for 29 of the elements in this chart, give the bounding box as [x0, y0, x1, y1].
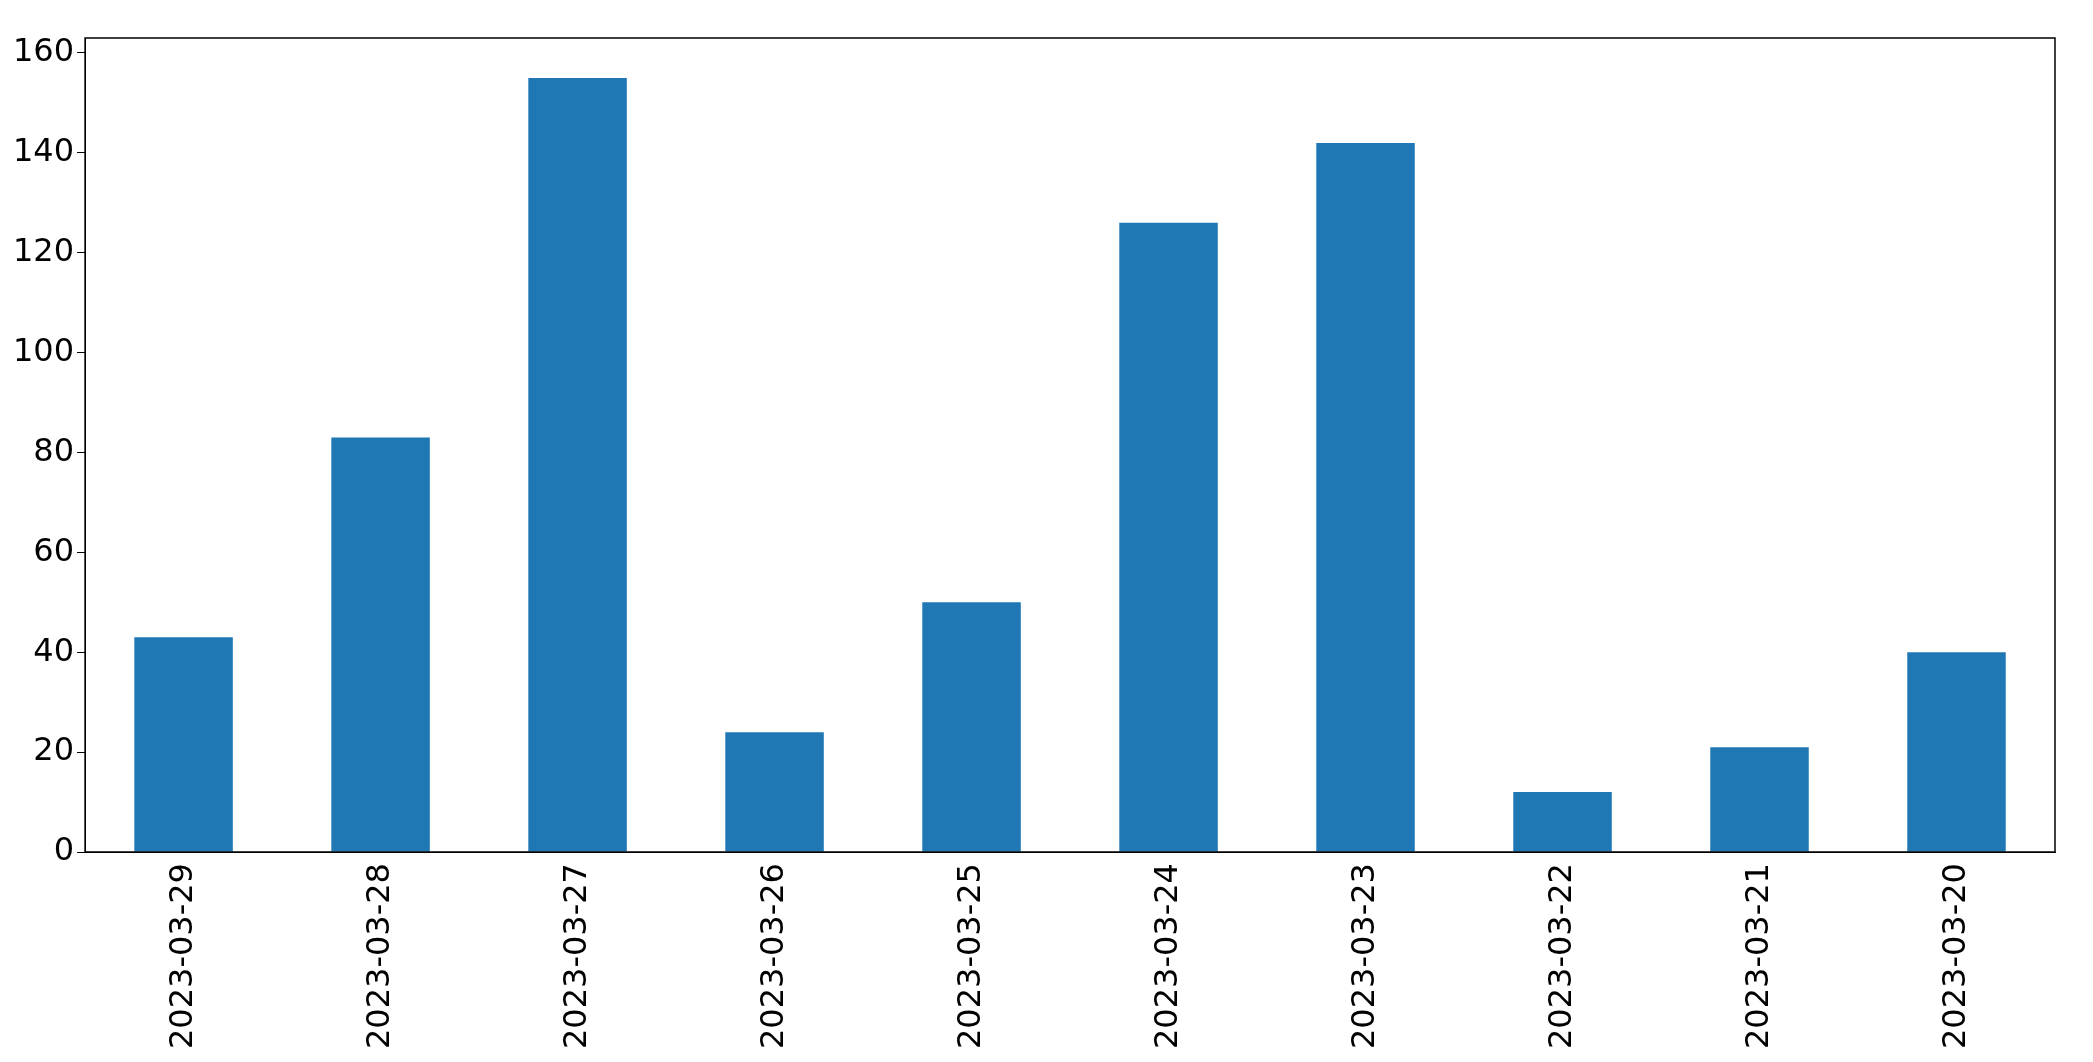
y-tick-label: 80 [33, 430, 75, 469]
y-tick-label: 60 [33, 530, 75, 569]
y-tick-label: 100 [13, 330, 75, 369]
bar [725, 732, 824, 852]
x-tick-label: 2023-03-29 [161, 863, 200, 1049]
x-tick-label: 2023-03-23 [1343, 863, 1382, 1049]
x-tick-label: 2023-03-28 [358, 863, 397, 1049]
bar [1513, 792, 1612, 852]
x-tick-label: 2023-03-26 [752, 863, 791, 1049]
y-tick-label: 0 [53, 830, 75, 869]
x-tick-label: 2023-03-21 [1737, 863, 1776, 1049]
bar [331, 437, 430, 852]
y-tick-label: 120 [13, 231, 75, 270]
bar [1907, 652, 2006, 852]
y-tick-label: 20 [33, 730, 75, 769]
bar [528, 77, 627, 852]
y-tick-label: 140 [13, 131, 75, 170]
x-tick-label: 2023-03-22 [1540, 863, 1579, 1049]
x-tick-label: 2023-03-24 [1146, 863, 1185, 1049]
x-tick-label: 2023-03-27 [555, 863, 594, 1049]
bar [1710, 747, 1809, 852]
x-tick-label: 2023-03-25 [949, 863, 988, 1049]
y-tick-label: 40 [33, 630, 75, 669]
bar [1119, 222, 1218, 852]
bar [922, 602, 1021, 852]
y-tick-label: 160 [13, 31, 75, 70]
x-tick-label: 2023-03-20 [1934, 863, 1973, 1049]
bar [1316, 142, 1415, 852]
bar [134, 637, 233, 852]
